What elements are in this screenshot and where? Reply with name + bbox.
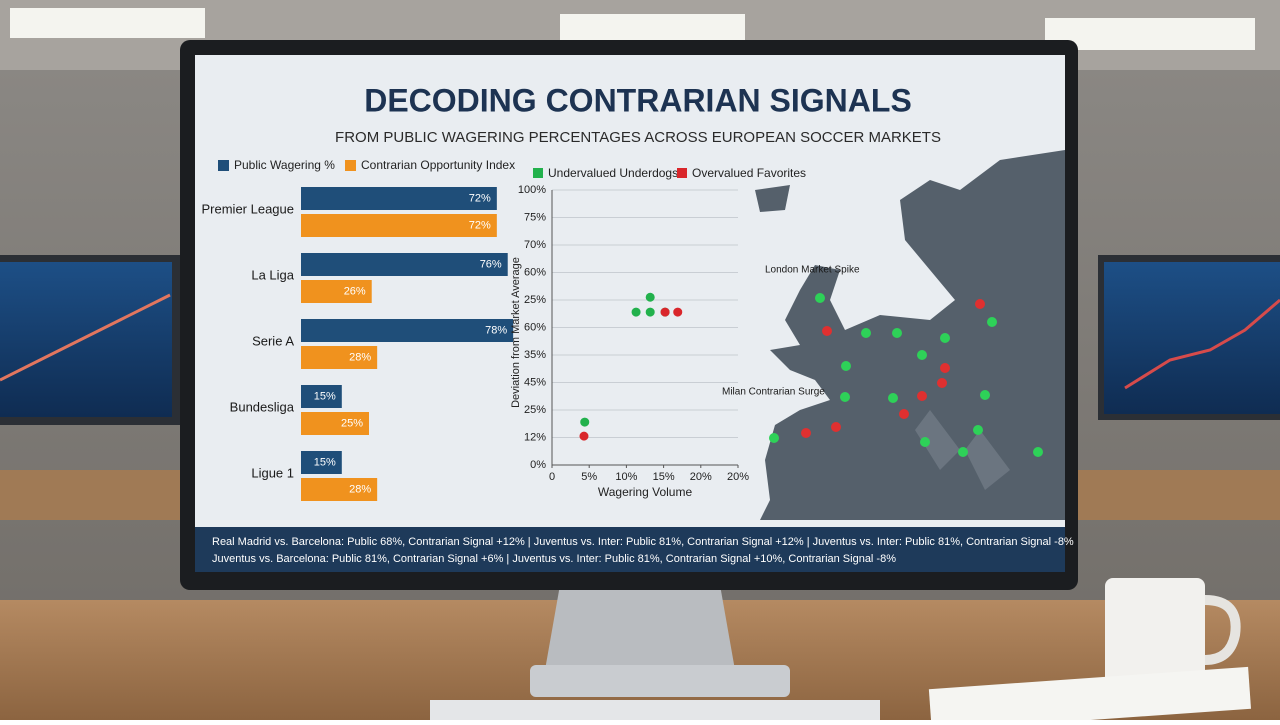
legend-label: Public Wagering % [234,158,335,172]
map-dots [769,293,1043,457]
value-label: 28% [349,483,371,495]
y-tick-label: 12% [524,431,546,443]
y-tick-label: 75% [524,211,546,223]
legend-swatch [677,168,687,178]
ceiling-light [1045,18,1255,50]
side-screen [0,262,172,417]
y-tick-label: 70% [524,239,546,251]
point [580,417,590,427]
ticker-line: Juventus vs. Barcelona: Public 81%, Cont… [212,553,896,565]
value-label: 78% [485,324,507,336]
value-label: 72% [469,219,491,231]
y-tick-label: 0% [530,459,546,471]
side-line [0,293,171,382]
category-label: Ligue 1 [251,465,294,480]
point [660,307,670,317]
map-label: Milan Contrarian Surge [722,387,825,398]
category-label: La Liga [251,267,294,282]
value-label: 15% [314,456,336,468]
charts: Public Wagering % Contrarian Opportunity … [202,158,806,501]
map-land [915,410,1010,490]
value-label: 15% [314,390,336,402]
x-tick-label: 5% [581,471,597,483]
bar [301,280,372,303]
y-tick-label: 25% [524,294,546,306]
legend-label: Undervalued Underdogs [548,166,678,180]
ticker-line: Real Madrid vs. Barcelona: Public 68%, C… [212,536,1074,548]
bar [301,214,497,237]
x-tick-label: 0 [549,471,555,483]
ceiling-light [560,14,745,44]
legend-label: Contrarian Opportunity Index [361,158,515,172]
y-tick-label: 60% [524,321,546,333]
x-tick-label: 10% [615,471,637,483]
legend-label: Overvalued Favorites [692,166,806,180]
bar [301,253,508,276]
y-tick-label: 60% [524,266,546,278]
side-screen [1104,262,1280,414]
monitor-stand [545,585,735,670]
value-label: 76% [480,258,502,270]
legend-swatch [345,160,356,171]
x-axis-label: Wagering Volume [598,485,693,499]
bar [301,346,378,369]
value-label: 26% [344,285,366,297]
x-tick-label: 20% [690,471,712,483]
legend-swatch [218,160,229,171]
point [645,292,655,302]
map-land [755,185,790,212]
monitor-base [530,665,790,697]
value-label: 28% [349,351,371,363]
x-tick-label: 20% [727,471,749,483]
category-label: Premier League [202,201,295,216]
legend-swatch [533,168,543,178]
subtitle: FROM PUBLIC WAGERING PERCENTAGES ACROSS … [335,129,941,146]
mug-handle [1204,595,1241,665]
category-label: Bundesliga [230,399,295,414]
y-tick-label: 25% [524,404,546,416]
y-tick-label: 100% [518,184,546,196]
y-tick-label: 45% [524,376,546,388]
map: London Market Spike Milan Contrarian Sur… [722,150,1065,520]
point [645,307,655,317]
side-line [1124,298,1280,390]
value-label: 72% [469,192,491,204]
y-tick-label: 35% [524,349,546,361]
bar [301,451,342,474]
x-tick-label: 15% [653,471,675,483]
bar [301,412,369,435]
notepad [928,666,1252,725]
point [579,431,589,441]
bar [301,385,342,408]
bar [301,478,378,501]
bar [301,187,497,210]
point [631,307,641,317]
bar [301,319,514,342]
map-label: London Market Spike [765,265,860,276]
y-axis-label: Deviation from Market Average [510,257,522,408]
category-label: Serie A [252,333,294,348]
point [673,307,683,317]
title: DECODING CONTRARIAN SIGNALS [364,82,912,118]
keyboard [430,700,880,720]
ticker-bar [195,527,1065,572]
value-label: 25% [341,417,363,429]
mug [1105,578,1205,686]
ceiling-light [10,8,205,38]
